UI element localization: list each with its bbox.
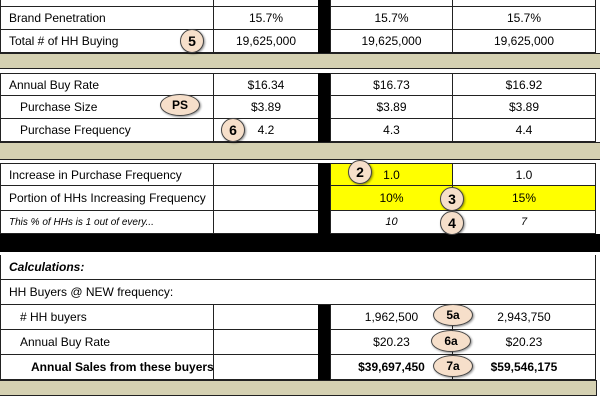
- table-row-annual-sales: Annual Sales from these buyers $39,697,4…: [0, 355, 600, 380]
- annotation-badge-3: 3: [440, 187, 464, 211]
- value-cell[interactable]: $3.89: [213, 96, 318, 119]
- row-label[interactable]: Brand Penetration: [0, 7, 213, 30]
- annotation-badge-6: 6: [221, 118, 245, 142]
- table-row-portion-hhs-increasing: Portion of HHs Increasing Frequency 10% …: [0, 186, 600, 211]
- value-cell[interactable]: [213, 305, 318, 330]
- row-label[interactable]: Total # of HH Buying: [0, 30, 213, 53]
- annotation-badge-5a: 5a: [433, 304, 473, 326]
- separator-band: [0, 380, 597, 396]
- table-row-purchase-frequency: Purchase Frequency 4.2 4.3 4.4: [0, 119, 600, 142]
- value-cell[interactable]: $39,697,450: [330, 355, 452, 380]
- annotation-badge-4: 4: [440, 211, 464, 235]
- value-cell[interactable]: $16.73: [330, 73, 452, 96]
- value-cell[interactable]: [213, 163, 318, 186]
- value-cell[interactable]: $3.89: [452, 96, 596, 119]
- annotation-badge-5: 5: [180, 29, 204, 53]
- section-heading: Calculations:: [0, 255, 596, 280]
- value-cell[interactable]: $3.89: [330, 96, 452, 119]
- value-cell[interactable]: 1,962,500: [330, 305, 452, 330]
- value-cell[interactable]: [452, 0, 596, 7]
- value-cell[interactable]: $16.92: [452, 73, 596, 96]
- value-cell[interactable]: 15.7%: [452, 7, 596, 30]
- value-cell[interactable]: 19,625,000: [330, 30, 452, 53]
- value-cell[interactable]: 4.3: [330, 119, 452, 142]
- value-cell[interactable]: 15.7%: [213, 7, 318, 30]
- table-row-annual-buy-rate-new: Annual Buy Rate $20.23 $20.23: [0, 330, 600, 355]
- row-label[interactable]: Annual Buy Rate: [0, 73, 213, 96]
- subsection-heading: HH Buyers @ NEW frequency:: [0, 280, 596, 305]
- table-row-annual-buy-rate: Annual Buy Rate $16.34 $16.73 $16.92: [0, 73, 600, 96]
- value-cell[interactable]: 4.4: [452, 119, 596, 142]
- annotation-badge-6a: 6a: [431, 330, 471, 352]
- value-cell[interactable]: [213, 186, 318, 211]
- label-cell[interactable]: [0, 0, 213, 7]
- black-separator-band: [0, 234, 600, 252]
- value-cell[interactable]: 7: [452, 211, 596, 234]
- annotation-badge-2: 2: [348, 160, 372, 184]
- table-row-top-partial: [0, 0, 600, 7]
- row-label[interactable]: Annual Buy Rate: [0, 330, 213, 355]
- row-label[interactable]: This % of HHs is 1 out of every...: [0, 211, 213, 234]
- row-label[interactable]: Annual Sales from these buyers: [0, 355, 213, 380]
- table-row-pct-hhs-one-out-of: This % of HHs is 1 out of every... 10 7: [0, 211, 600, 234]
- value-cell[interactable]: [213, 330, 318, 355]
- table-row-brand-penetration: Brand Penetration 15.7% 15.7% 15.7%: [0, 7, 600, 30]
- table-row-hh-buyers-new-frequency: HH Buyers @ NEW frequency:: [0, 280, 600, 305]
- column-divider: [318, 163, 330, 234]
- row-label[interactable]: Purchase Frequency: [0, 119, 213, 142]
- annotation-badge-ps: PS: [160, 94, 200, 116]
- row-label[interactable]: Purchase Size: [0, 96, 213, 119]
- value-cell[interactable]: $20.23: [452, 330, 596, 355]
- value-cell[interactable]: [213, 211, 318, 234]
- value-cell[interactable]: 15.7%: [330, 7, 452, 30]
- value-cell[interactable]: 10: [330, 211, 452, 234]
- value-cell[interactable]: 19,625,000: [452, 30, 596, 53]
- value-cell[interactable]: [213, 0, 318, 7]
- row-label[interactable]: # HH buyers: [0, 305, 213, 330]
- value-cell[interactable]: 19,625,000: [213, 30, 318, 53]
- value-cell[interactable]: 2,943,750: [452, 305, 596, 330]
- table-row-increase-purchase-frequency: Increase in Purchase Frequency 1.0 1.0: [0, 163, 600, 186]
- table-row-num-hh-buyers: # HH buyers 1,962,500 2,943,750: [0, 305, 600, 330]
- value-cell[interactable]: $20.23: [330, 330, 452, 355]
- input-cell[interactable]: 15%: [452, 186, 596, 211]
- value-cell[interactable]: [330, 0, 452, 7]
- table-row-purchase-size: Purchase Size $3.89 $3.89 $3.89: [0, 96, 600, 119]
- value-cell[interactable]: [213, 355, 318, 380]
- column-divider: [318, 0, 330, 53]
- annotation-badge-7a: 7a: [433, 355, 473, 377]
- column-divider: [318, 305, 330, 380]
- row-label[interactable]: Portion of HHs Increasing Frequency: [0, 186, 213, 211]
- table-row-calculations: Calculations:: [0, 255, 600, 280]
- value-cell[interactable]: $16.34: [213, 73, 318, 96]
- column-divider: [318, 73, 330, 142]
- value-cell[interactable]: $59,546,175: [452, 355, 596, 380]
- row-label[interactable]: Increase in Purchase Frequency: [0, 163, 213, 186]
- input-cell[interactable]: 10%: [330, 186, 452, 211]
- separator-band: [0, 53, 600, 69]
- value-cell[interactable]: 1.0: [452, 163, 596, 186]
- value-cell[interactable]: 4.2: [213, 119, 318, 142]
- separator-band: [0, 142, 600, 160]
- table-row-total-hh-buying: Total # of HH Buying 19,625,000 19,625,0…: [0, 30, 600, 53]
